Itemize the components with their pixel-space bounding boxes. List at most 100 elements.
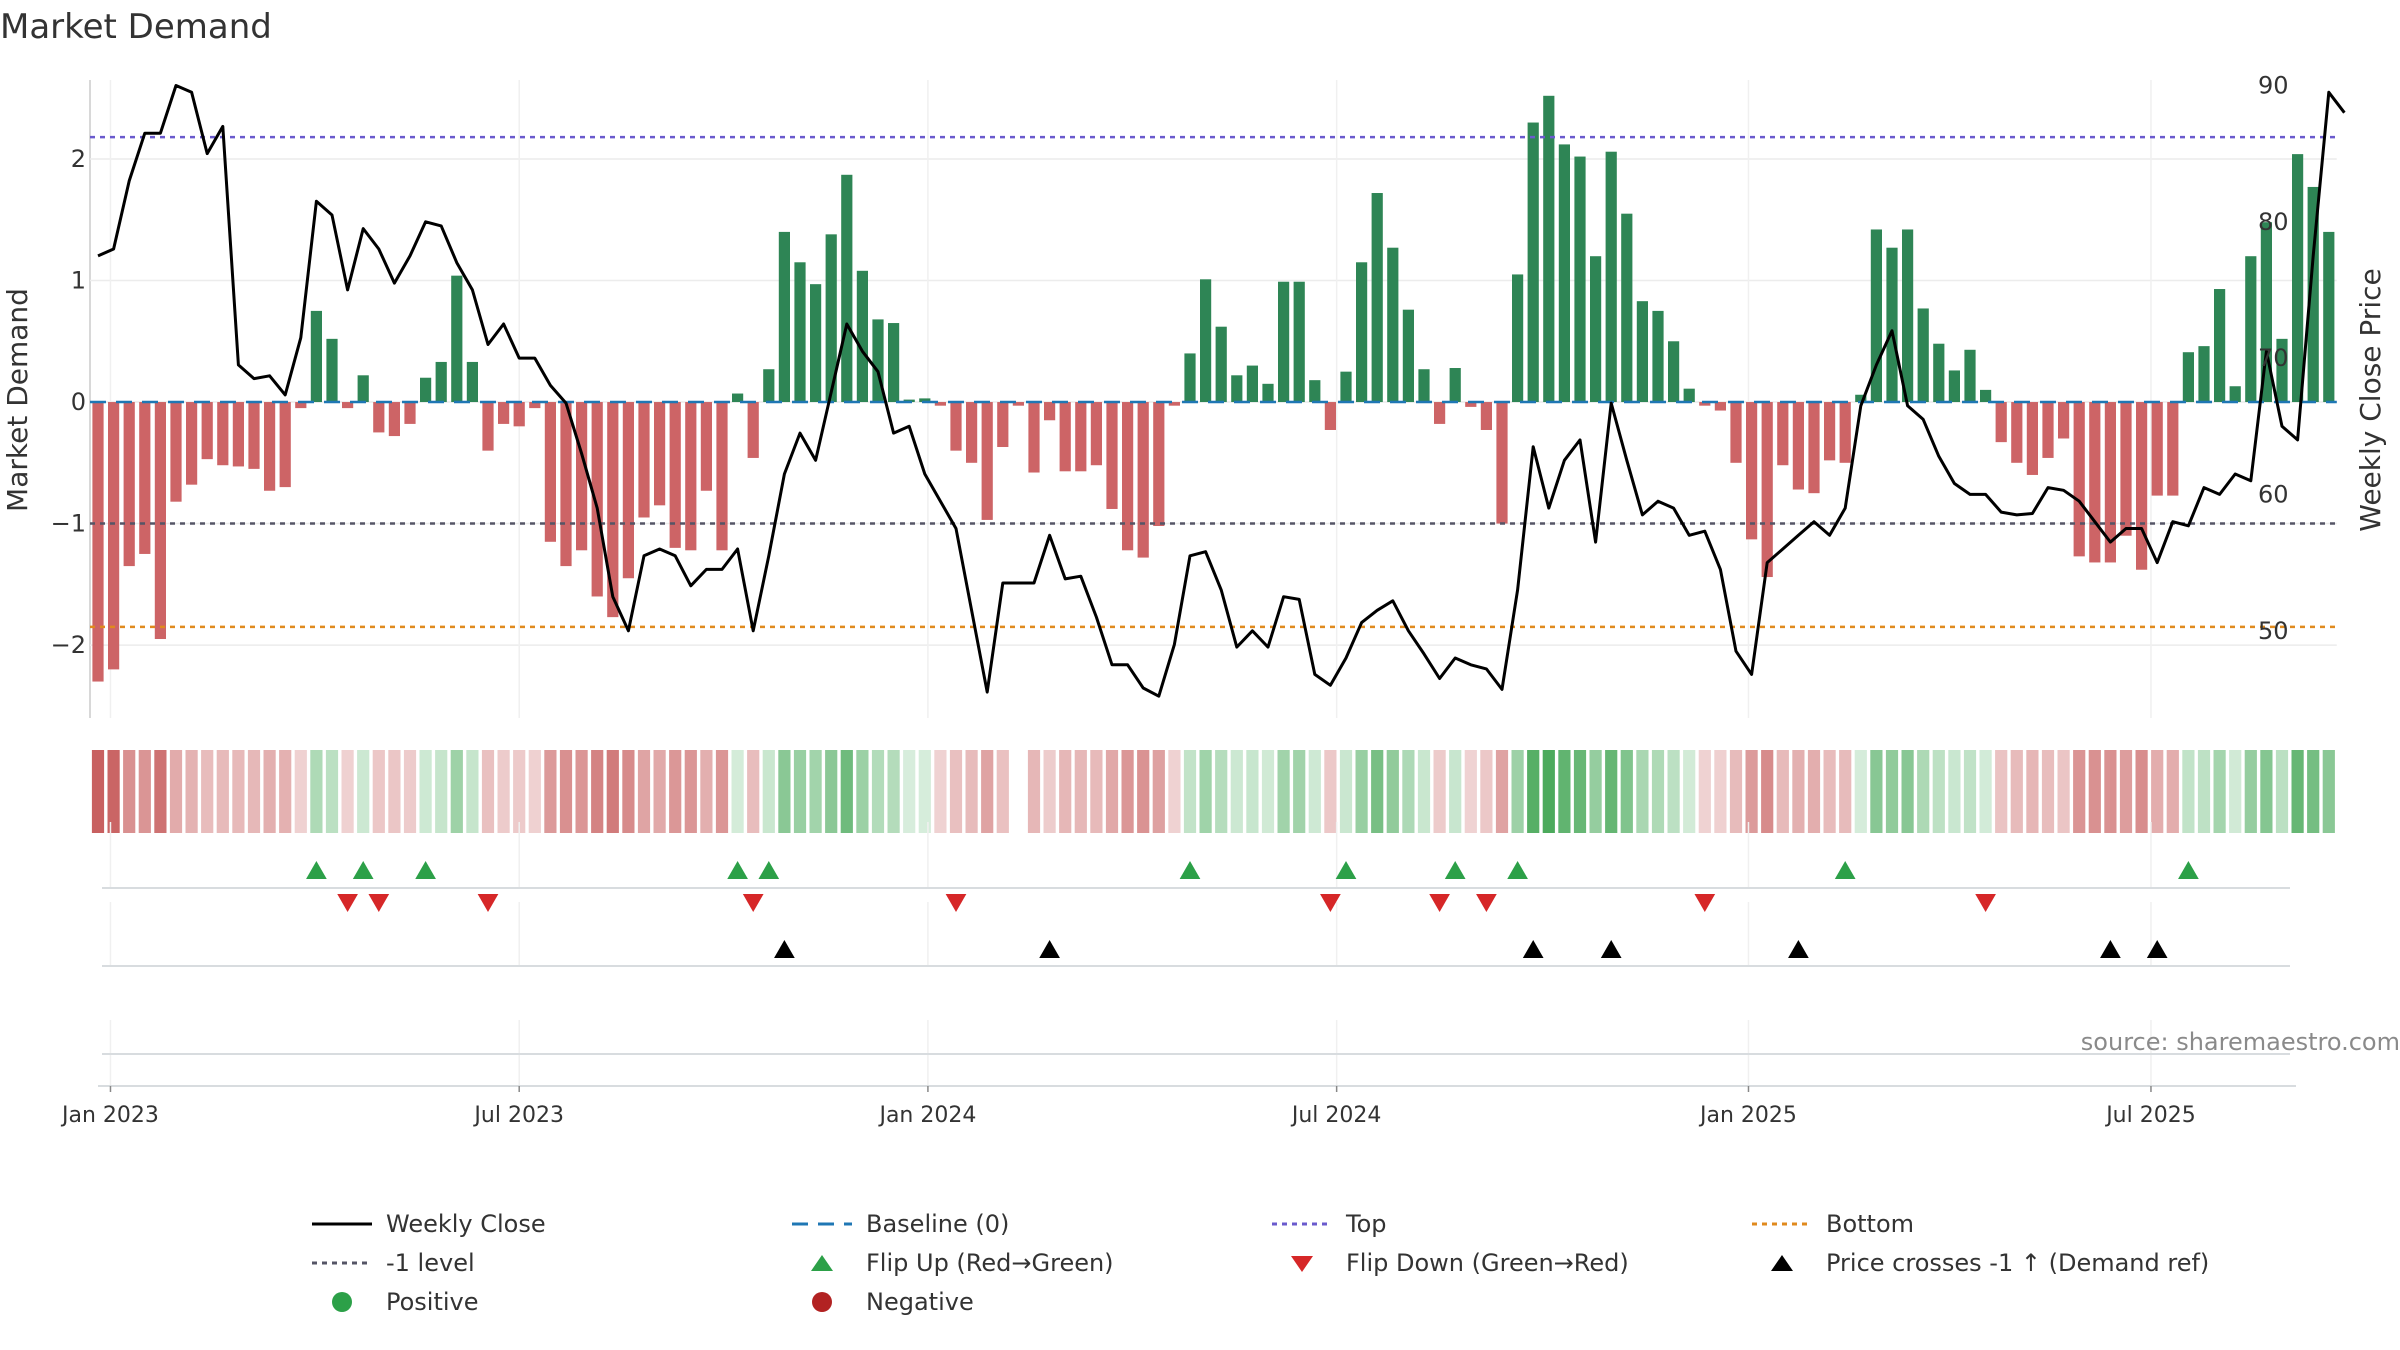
heat-cell — [1230, 750, 1243, 833]
demand-bar-negative — [1714, 402, 1726, 411]
demand-bar-positive — [2292, 154, 2304, 403]
demand-bar-negative — [1106, 402, 1118, 509]
heat-cell — [840, 750, 853, 833]
demand-bar-negative — [139, 402, 151, 554]
heat-cell — [466, 750, 479, 833]
heat-cell — [1605, 750, 1618, 833]
x-tick-labels: Jan 2023 Jul 2023 Jan 2024 Jul 2024 Jan 2025… — [60, 1086, 2196, 1128]
heat-cell — [1121, 750, 1134, 833]
heat-cell — [2073, 750, 2086, 833]
legend-item-minus-one: -1 level — [312, 1249, 475, 1277]
heat-cell — [871, 750, 885, 833]
demand-bar-positive — [2323, 231, 2335, 403]
demand-bar-negative — [669, 402, 681, 548]
heat-cell — [1495, 750, 1509, 833]
demand-bar-negative — [1153, 402, 1165, 526]
demand-bar-positive — [794, 262, 806, 403]
heat-cell — [887, 750, 900, 833]
heat-cell — [1573, 750, 1587, 833]
heat-cell — [762, 750, 775, 833]
heat-cell — [1074, 750, 1087, 833]
demand-bar-positive — [1543, 95, 1555, 403]
heat-cell — [2213, 750, 2226, 833]
price-cross-marker — [1039, 940, 1060, 958]
heat-cell — [1527, 750, 1540, 833]
demand-bar-positive — [1683, 388, 1695, 403]
heat-cell — [497, 750, 510, 833]
heat-cell — [2166, 750, 2179, 833]
demand-bar-positive — [420, 377, 432, 403]
heat-cell — [622, 750, 635, 833]
heat-cell — [1261, 750, 1275, 833]
demand-bar-negative — [2120, 402, 2132, 536]
y-tick-left: −2 — [51, 631, 86, 659]
demand-bar-positive — [1590, 256, 1602, 403]
heat-cell — [778, 750, 791, 833]
demand-bar-negative — [2167, 402, 2179, 496]
demand-bar-positive — [841, 174, 853, 403]
heat-cell — [684, 750, 697, 833]
legend-label: Negative — [866, 1288, 974, 1316]
demand-bar-negative — [2073, 402, 2085, 557]
heat-cell — [653, 750, 666, 833]
heat-cell — [825, 750, 838, 833]
flip-down-marker — [477, 894, 499, 912]
y-tick-right: 90 — [2258, 71, 2289, 99]
demand-bar-negative — [248, 402, 260, 469]
legend-item-positive: Positive — [312, 1288, 479, 1316]
heat-cell — [981, 750, 994, 833]
demand-bar-negative — [654, 402, 666, 506]
demand-bar-positive — [1527, 122, 1539, 403]
demand-bar-positive — [2198, 346, 2210, 403]
heat-cell — [1995, 750, 2008, 833]
legend-label: Bottom — [1826, 1210, 1915, 1238]
legend-label: Weekly Close — [386, 1210, 546, 1238]
legend-item-flip-down: Flip Down (Green→Red) — [1272, 1249, 1629, 1277]
heat-cell — [2026, 750, 2039, 833]
legend-label: Flip Up (Red→Green) — [866, 1249, 1114, 1277]
demand-bar-positive — [856, 270, 868, 403]
y-tick-right: 50 — [2258, 617, 2289, 645]
demand-bar-negative — [1824, 402, 1836, 461]
heat-cell — [1246, 750, 1259, 833]
demand-bar-negative — [560, 402, 572, 567]
heat-cell — [637, 750, 651, 833]
demand-bar-positive — [1855, 394, 1867, 403]
heat-cell — [2182, 750, 2195, 833]
y-axis-label-left: Market Demand — [1, 288, 34, 512]
demand-bar-negative — [108, 402, 120, 670]
flip-up-marker — [1444, 861, 1466, 879]
heat-cell — [1371, 750, 1384, 833]
heat-cell — [934, 750, 947, 833]
demand-bar-negative — [295, 402, 307, 409]
heat-cell — [1183, 750, 1197, 833]
demand-bar-negative — [1792, 402, 1804, 490]
heat-cell — [1199, 750, 1212, 833]
triangle-down-red-icon — [1291, 1256, 1313, 1272]
demand-bar-positive — [1418, 369, 1430, 403]
demand-bar-negative — [1496, 402, 1508, 524]
heat-cell — [996, 750, 1009, 833]
heat-cell — [216, 750, 229, 833]
demand-bar-negative — [1324, 402, 1336, 430]
legend-label: Baseline (0) — [866, 1210, 1010, 1238]
heat-cell — [1917, 750, 1930, 833]
demand-bar-negative — [373, 402, 385, 433]
heat-cell — [856, 750, 869, 833]
demand-bar-positive — [326, 338, 338, 403]
heat-cell — [263, 750, 276, 833]
heat-cell — [185, 750, 198, 833]
heat-cell — [575, 750, 588, 833]
heat-cell — [435, 750, 448, 833]
demand-bar-negative — [186, 402, 198, 485]
heat-cell — [1761, 750, 1774, 833]
demand-bar-negative — [1995, 402, 2007, 443]
heat-cell — [1870, 750, 1883, 833]
y-tick-right: 80 — [2258, 208, 2289, 236]
heat-cell — [1137, 750, 1150, 833]
signal-panels — [98, 822, 2296, 1087]
demand-bar-negative — [1730, 402, 1742, 463]
heat-cell — [1027, 750, 1041, 833]
legend-label: Flip Down (Green→Red) — [1346, 1249, 1629, 1277]
demand-bar-positive — [1356, 262, 1368, 403]
